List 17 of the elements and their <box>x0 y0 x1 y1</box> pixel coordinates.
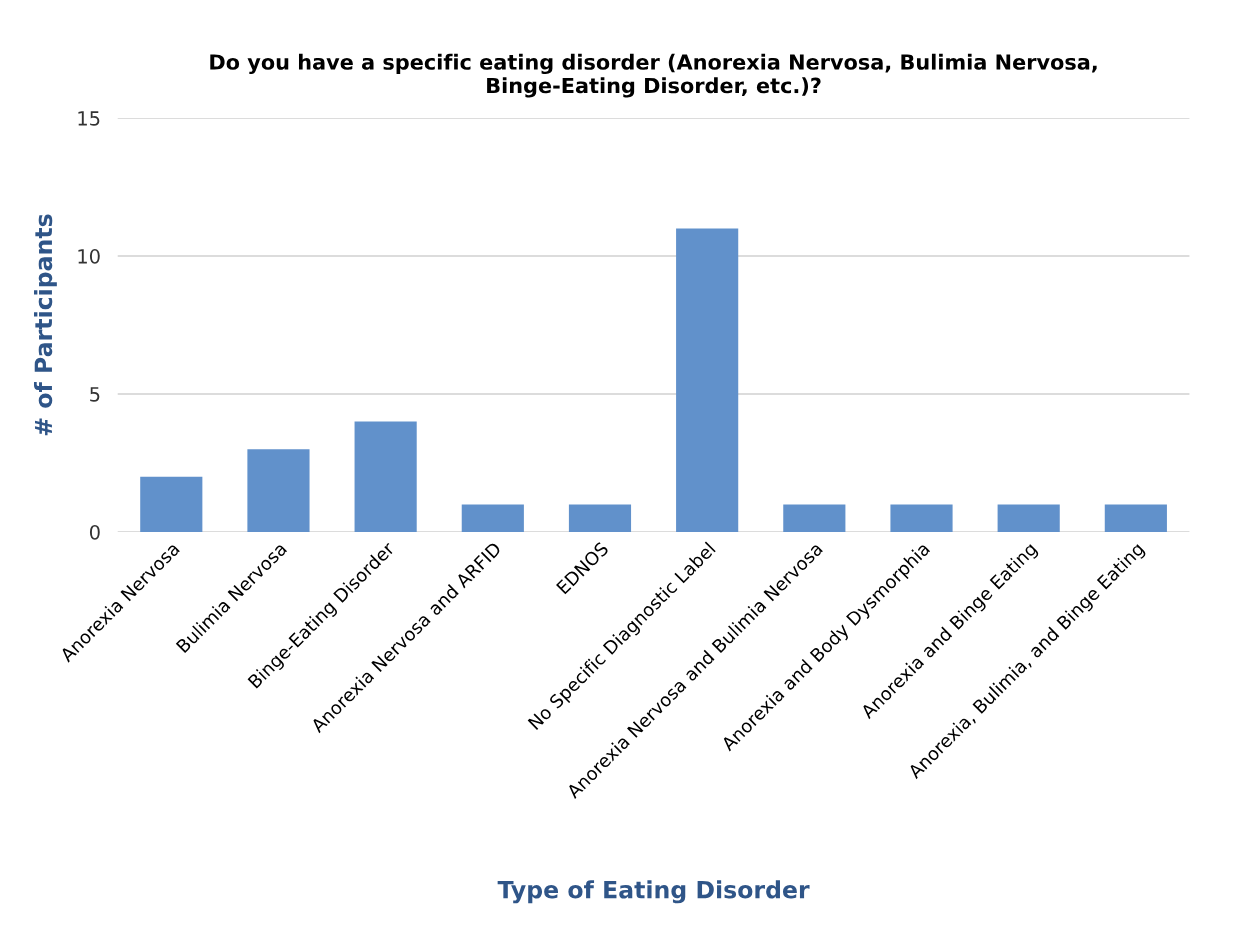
bar <box>783 504 846 532</box>
bar <box>997 504 1060 532</box>
y-tick-label: 15 <box>78 111 100 126</box>
bar <box>461 504 524 532</box>
bar <box>247 449 310 532</box>
chart-title: Do you have a specific eating disorder (Anorexia Nervosa, Bulimia Nervosa, Binge-Eating Disorder, etc.)? <box>210 53 1097 98</box>
bar <box>568 504 632 532</box>
bar <box>1104 504 1167 532</box>
bar <box>354 421 417 532</box>
y-tick-label: 0 <box>89 524 100 540</box>
bar <box>890 504 953 532</box>
bar <box>140 476 203 532</box>
x-axis-title: Type of Eating Disorder <box>497 880 810 904</box>
y-axis-title: # of Participants <box>34 214 57 436</box>
bar <box>676 228 739 532</box>
y-tick-label: 10 <box>78 248 100 264</box>
y-tick-label: 5 <box>90 387 100 402</box>
